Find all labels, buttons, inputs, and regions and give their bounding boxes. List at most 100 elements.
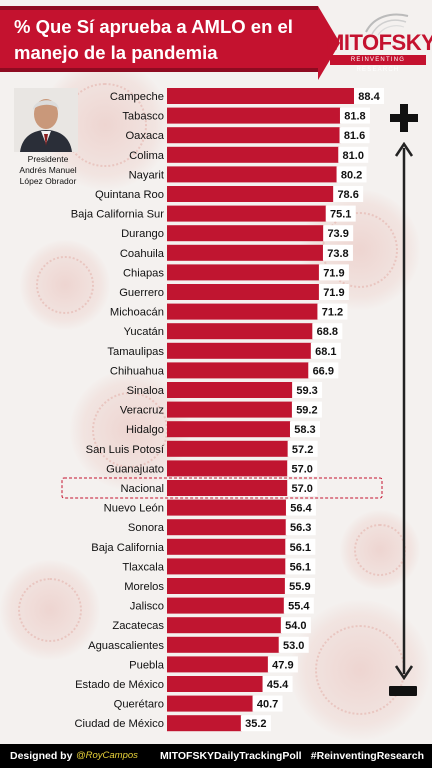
category-label: Sinaloa bbox=[127, 385, 165, 397]
double-arrow-icon bbox=[394, 142, 414, 680]
value-label: 55.9 bbox=[289, 581, 310, 593]
category-label: Tabasco bbox=[122, 111, 164, 123]
bar bbox=[167, 284, 320, 300]
value-label: 73.9 bbox=[327, 228, 348, 240]
value-label: 56.3 bbox=[290, 522, 311, 534]
category-label: Hidalgo bbox=[126, 424, 164, 436]
value-label: 80.2 bbox=[341, 169, 362, 181]
category-label: Estado de México bbox=[75, 679, 164, 691]
brand-tagline: REINVENTING RESEARCH bbox=[330, 55, 426, 73]
value-label: 57.2 bbox=[292, 444, 313, 456]
value-label-box bbox=[262, 676, 293, 692]
minus-icon bbox=[389, 686, 417, 696]
value-label-box bbox=[312, 323, 343, 340]
value-label: 56.4 bbox=[290, 503, 312, 515]
bar bbox=[167, 127, 341, 144]
category-label: Campeche bbox=[110, 91, 164, 103]
value-label-box bbox=[317, 303, 348, 320]
value-label-box bbox=[287, 440, 318, 457]
plus-icon bbox=[390, 104, 418, 132]
value-label: 57.0 bbox=[292, 463, 313, 475]
value-label: 59.2 bbox=[296, 405, 317, 417]
bar bbox=[167, 480, 289, 496]
bar bbox=[167, 499, 287, 516]
category-label: Guanajuato bbox=[106, 463, 164, 475]
value-label-box bbox=[285, 519, 316, 536]
value-label: 68.8 bbox=[317, 326, 338, 338]
value-label-box bbox=[285, 499, 316, 516]
footer-author: @RoyCampos bbox=[76, 750, 138, 761]
footer-hashtag: #ReinventingResearch bbox=[310, 750, 424, 762]
value-label-box bbox=[336, 166, 367, 183]
value-label: 56.1 bbox=[290, 561, 311, 573]
bar bbox=[167, 597, 285, 614]
bar bbox=[167, 421, 291, 438]
bar bbox=[167, 323, 314, 340]
category-label: Guerrero bbox=[119, 287, 164, 299]
value-label-box bbox=[280, 617, 311, 634]
category-label: Michoacán bbox=[110, 307, 164, 319]
value-label: 78.6 bbox=[337, 189, 358, 201]
bar bbox=[167, 107, 341, 124]
bar bbox=[167, 382, 294, 398]
brand-name: MITOFSKY bbox=[326, 30, 432, 55]
bar bbox=[167, 264, 320, 281]
virus-decoration bbox=[20, 240, 110, 330]
bar bbox=[167, 519, 287, 536]
bar bbox=[167, 244, 324, 261]
category-label: Baja California bbox=[91, 542, 165, 554]
category-label: Chiapas bbox=[123, 267, 164, 279]
bar bbox=[167, 578, 286, 594]
bar bbox=[167, 362, 310, 379]
president-caption: Presidente Andrés Manuel López Obrador bbox=[4, 154, 92, 187]
bar bbox=[167, 440, 289, 457]
category-label: Yucatán bbox=[124, 326, 164, 338]
value-label: 58.3 bbox=[294, 424, 315, 436]
bar bbox=[167, 342, 312, 359]
value-label-box bbox=[285, 558, 316, 575]
president-caption-line-3: López Obrador bbox=[19, 176, 77, 186]
value-label-box bbox=[287, 480, 318, 496]
value-label-box bbox=[325, 205, 356, 222]
bar bbox=[167, 558, 287, 575]
category-label: Veracruz bbox=[120, 405, 165, 417]
bar bbox=[167, 225, 325, 242]
footer-bar: Designed by @RoyCampos MITOFSKYDailyTrac… bbox=[0, 744, 432, 768]
value-label-box bbox=[323, 225, 354, 242]
bar bbox=[167, 401, 293, 418]
value-label-box bbox=[354, 88, 384, 104]
virus-decoration bbox=[340, 510, 420, 590]
category-label: Aguascalientes bbox=[88, 640, 164, 652]
category-label: Zacatecas bbox=[112, 620, 164, 632]
approval-bar-chart: Campeche 88.4 Tabasco 81.8 Oaxaca 81.6 Colima 8… bbox=[61, 88, 384, 732]
category-label: Oaxaca bbox=[125, 130, 164, 142]
footer-designed-by: Designed by bbox=[10, 750, 73, 762]
value-label-box bbox=[287, 460, 318, 477]
value-label-box bbox=[285, 538, 316, 555]
title-banner: % Que Sí aprueba a AMLO en el manejo de … bbox=[0, 6, 340, 80]
value-label: 66.9 bbox=[313, 365, 334, 377]
value-label: 73.8 bbox=[327, 248, 348, 260]
bar bbox=[167, 303, 319, 320]
value-label: 59.3 bbox=[296, 385, 317, 397]
bar bbox=[167, 676, 264, 692]
value-label: 71.9 bbox=[323, 267, 344, 279]
category-label: Ciudad de México bbox=[74, 718, 164, 730]
value-label-box bbox=[339, 107, 370, 124]
value-label: 71.2 bbox=[322, 307, 343, 319]
value-label: 75.1 bbox=[330, 209, 351, 221]
bar bbox=[167, 166, 338, 183]
category-label: Tamaulipas bbox=[107, 346, 164, 358]
bar bbox=[167, 538, 287, 555]
bar bbox=[167, 88, 355, 104]
value-label-box bbox=[267, 656, 298, 673]
value-label-box bbox=[289, 421, 320, 438]
category-label: Nayarit bbox=[129, 169, 165, 181]
highlight-box bbox=[61, 477, 383, 499]
category-label: Tlaxcala bbox=[122, 561, 164, 573]
category-label: Colima bbox=[129, 150, 165, 162]
footer-poll-name: MITOFSKYDailyTrackingPoll bbox=[160, 750, 302, 762]
category-label: Sonora bbox=[128, 522, 165, 534]
title-line-2: manejo de la pandemia bbox=[14, 42, 218, 63]
value-label: 88.4 bbox=[358, 91, 380, 103]
